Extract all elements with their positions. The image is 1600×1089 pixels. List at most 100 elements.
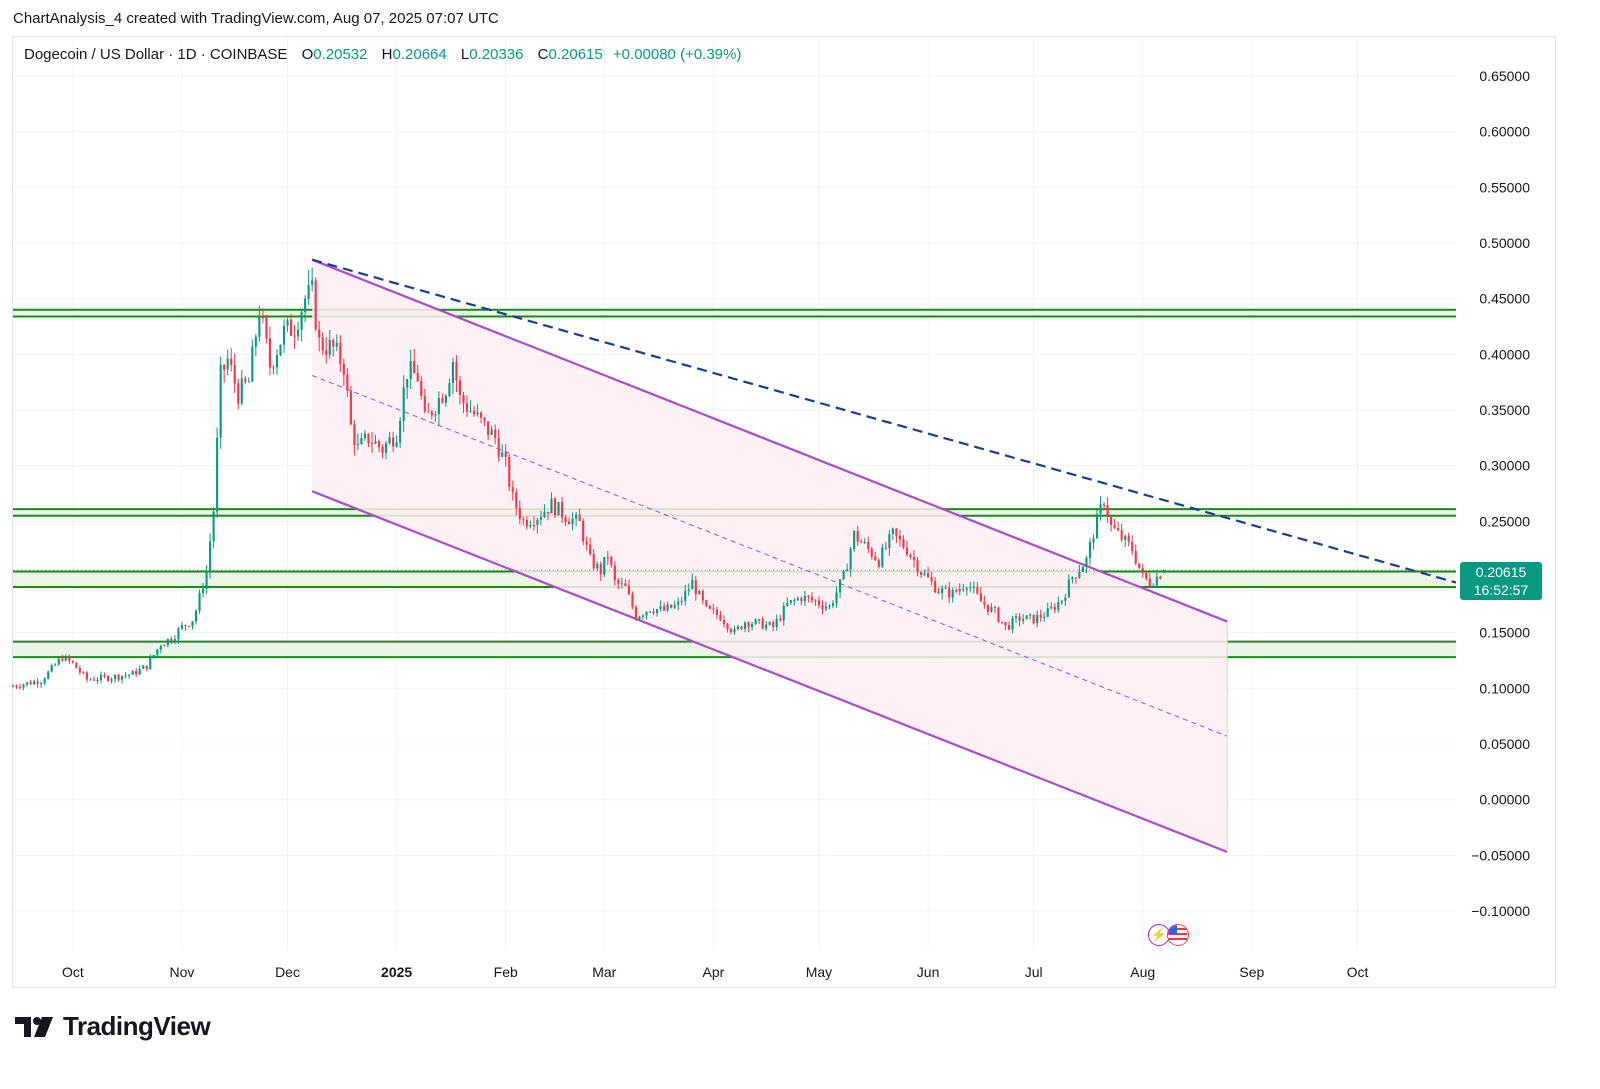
candle bbox=[652, 608, 655, 616]
candle-body bbox=[54, 664, 57, 666]
candle bbox=[613, 561, 616, 586]
candle-body bbox=[332, 340, 335, 347]
candle-body bbox=[536, 519, 539, 526]
candle bbox=[758, 618, 761, 625]
candle-body bbox=[1102, 504, 1106, 506]
candle bbox=[335, 334, 338, 352]
candle-body bbox=[135, 671, 138, 675]
candle bbox=[1074, 576, 1077, 584]
candle bbox=[522, 516, 525, 526]
channel-lower-line bbox=[311, 490, 1228, 854]
candle-body bbox=[828, 605, 831, 607]
candle-body bbox=[57, 658, 60, 665]
candle bbox=[1032, 614, 1035, 625]
candle-body bbox=[1078, 571, 1081, 578]
tradingview-logo[interactable]: TradingView bbox=[15, 1011, 211, 1042]
candle bbox=[659, 600, 662, 612]
candle bbox=[603, 557, 606, 577]
candle-body bbox=[881, 547, 884, 567]
candle-body bbox=[962, 589, 965, 591]
candle-body bbox=[409, 361, 412, 380]
candle bbox=[1007, 621, 1011, 631]
candle-body bbox=[346, 374, 349, 391]
candle bbox=[694, 575, 697, 601]
candle bbox=[617, 578, 620, 590]
candle bbox=[525, 515, 528, 530]
candle-body bbox=[1074, 577, 1077, 579]
candle-body bbox=[75, 662, 78, 669]
price-chart[interactable]: 0.65000 0.60000 0.55000 0.50000 0.45000 0.400… bbox=[0, 0, 1600, 1000]
candle-body bbox=[694, 580, 697, 595]
candle-body bbox=[187, 625, 191, 627]
candle-body bbox=[441, 398, 444, 403]
symbol-name[interactable]: Dogecoin / US Dollar · 1D · COINBASE bbox=[24, 46, 288, 63]
candle bbox=[944, 584, 947, 589]
candle-body bbox=[314, 280, 317, 330]
candle-body bbox=[518, 507, 521, 520]
candle bbox=[909, 553, 912, 560]
candle-body bbox=[399, 420, 402, 443]
candle-body bbox=[853, 530, 856, 550]
symbol-legend[interactable]: Dogecoin / US Dollar · 1D · COINBASE O0.… bbox=[24, 46, 741, 63]
candle-body bbox=[754, 619, 757, 625]
candle bbox=[930, 571, 933, 586]
candle bbox=[96, 677, 99, 684]
candle bbox=[297, 321, 300, 341]
candle-body bbox=[388, 437, 391, 444]
candle bbox=[691, 573, 694, 590]
candle bbox=[173, 635, 176, 645]
candle-body bbox=[1095, 513, 1099, 539]
candle-body bbox=[1085, 557, 1088, 568]
candle bbox=[254, 334, 257, 357]
candle bbox=[919, 571, 923, 579]
candle-body bbox=[564, 517, 567, 522]
candle-body bbox=[539, 517, 542, 520]
candle bbox=[803, 590, 806, 606]
candle bbox=[891, 527, 894, 540]
candle bbox=[1099, 496, 1102, 521]
candle-body bbox=[670, 604, 673, 608]
candle-body bbox=[1053, 606, 1056, 610]
candle bbox=[969, 582, 972, 593]
candle bbox=[962, 583, 965, 593]
candle-body bbox=[370, 443, 374, 445]
candle-body bbox=[546, 511, 550, 514]
candle-body bbox=[142, 665, 145, 669]
candle-body bbox=[321, 337, 324, 351]
candle-body bbox=[78, 668, 81, 673]
close-label: C bbox=[537, 46, 549, 63]
candle bbox=[874, 551, 877, 562]
candle-body bbox=[152, 654, 155, 658]
candle-body bbox=[289, 319, 293, 336]
candle bbox=[1110, 514, 1113, 532]
candle bbox=[849, 546, 852, 577]
candle-body bbox=[275, 355, 279, 368]
candle-body bbox=[557, 502, 560, 516]
candle bbox=[89, 677, 92, 681]
candle-body bbox=[884, 547, 887, 549]
candle-body bbox=[286, 319, 289, 326]
candle bbox=[1057, 596, 1060, 613]
price-tick-label: 0.00000 bbox=[1479, 792, 1530, 808]
candle-body bbox=[821, 605, 824, 609]
candle-body bbox=[705, 600, 708, 606]
candle bbox=[670, 604, 673, 609]
candle-body bbox=[293, 335, 296, 337]
candle bbox=[754, 618, 757, 625]
candle-body bbox=[420, 381, 423, 396]
candle-body bbox=[916, 560, 919, 573]
candle-body bbox=[955, 589, 958, 592]
candle-body bbox=[114, 675, 117, 680]
candle bbox=[761, 616, 764, 630]
candle-body bbox=[842, 571, 845, 580]
candle bbox=[610, 555, 613, 568]
candle-body bbox=[571, 518, 574, 525]
candle-body bbox=[416, 373, 419, 382]
candle bbox=[82, 671, 85, 675]
candle-body bbox=[194, 611, 198, 622]
candle-body bbox=[659, 606, 662, 610]
candle bbox=[842, 569, 845, 581]
us-flag-icon[interactable] bbox=[1167, 924, 1189, 946]
candle-body bbox=[216, 437, 219, 512]
candle-body bbox=[11, 686, 15, 688]
